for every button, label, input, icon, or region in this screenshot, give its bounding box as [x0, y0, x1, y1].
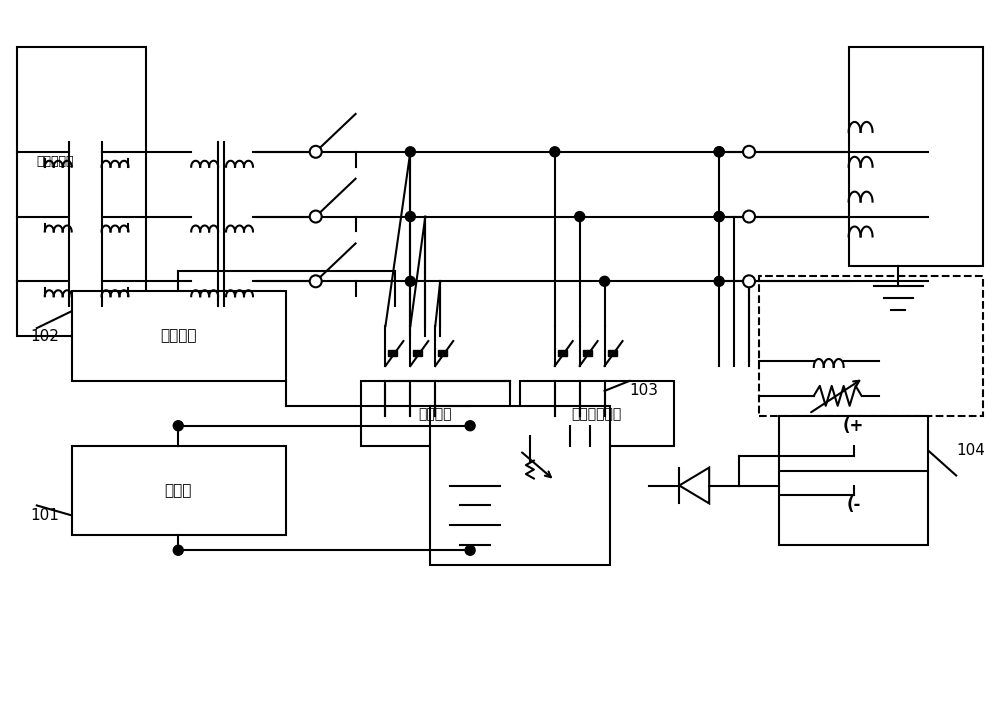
Text: 蓄电池: 蓄电池 [165, 483, 192, 498]
Text: 103: 103 [629, 383, 658, 398]
Circle shape [575, 211, 585, 221]
Text: (-: (- [846, 496, 861, 514]
Bar [759, 276, 983, 416]
Text: 蓄电池充电机: 蓄电池充电机 [571, 407, 622, 421]
Bar [558, 350, 567, 356]
Circle shape [714, 276, 724, 286]
Text: 102: 102 [30, 329, 59, 344]
Circle shape [310, 211, 322, 223]
Circle shape [743, 146, 755, 158]
Text: 辅助负载: 辅助负载 [419, 407, 452, 421]
Bar [438, 350, 447, 356]
Circle shape [310, 146, 322, 158]
Circle shape [714, 147, 724, 157]
Text: (+: (+ [843, 417, 864, 435]
Bar [430, 406, 610, 565]
Text: 101: 101 [30, 508, 59, 523]
Circle shape [465, 546, 475, 555]
Bar [849, 47, 983, 266]
Circle shape [743, 276, 755, 287]
Circle shape [405, 276, 415, 286]
Circle shape [405, 147, 415, 157]
Circle shape [465, 421, 475, 431]
Bar [361, 381, 510, 445]
Circle shape [714, 211, 724, 221]
Circle shape [173, 421, 183, 431]
Text: 辅助居流器: 辅助居流器 [37, 155, 74, 168]
Text: 控制系统: 控制系统 [160, 329, 197, 344]
Bar [779, 416, 928, 546]
Circle shape [405, 211, 415, 221]
Bar [72, 445, 286, 536]
Circle shape [600, 276, 610, 286]
Bar [72, 291, 286, 381]
Circle shape [310, 276, 322, 287]
Bar [17, 47, 146, 336]
Bar [520, 381, 674, 445]
Bar [413, 350, 422, 356]
Circle shape [173, 546, 183, 555]
Text: 104: 104 [956, 443, 985, 458]
Circle shape [743, 211, 755, 223]
Bar [608, 350, 617, 356]
Polygon shape [679, 468, 709, 503]
Bar [388, 350, 397, 356]
Circle shape [714, 211, 724, 221]
Circle shape [550, 147, 560, 157]
Bar [583, 350, 592, 356]
Circle shape [714, 147, 724, 157]
